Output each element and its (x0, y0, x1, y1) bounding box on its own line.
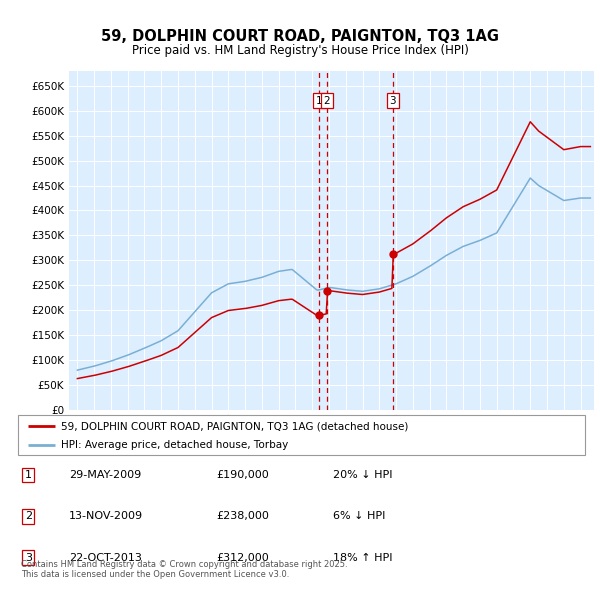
Text: 6% ↓ HPI: 6% ↓ HPI (333, 512, 385, 521)
Text: 20% ↓ HPI: 20% ↓ HPI (333, 470, 392, 480)
Text: £312,000: £312,000 (216, 553, 269, 562)
Text: 13-NOV-2009: 13-NOV-2009 (69, 512, 143, 521)
Text: 2: 2 (323, 96, 330, 106)
Text: 59, DOLPHIN COURT ROAD, PAIGNTON, TQ3 1AG (detached house): 59, DOLPHIN COURT ROAD, PAIGNTON, TQ3 1A… (61, 421, 408, 431)
Text: 3: 3 (25, 553, 32, 562)
Text: £190,000: £190,000 (216, 470, 269, 480)
Text: Price paid vs. HM Land Registry's House Price Index (HPI): Price paid vs. HM Land Registry's House … (131, 44, 469, 57)
Text: 59, DOLPHIN COURT ROAD, PAIGNTON, TQ3 1AG: 59, DOLPHIN COURT ROAD, PAIGNTON, TQ3 1A… (101, 29, 499, 44)
Text: 1: 1 (316, 96, 322, 106)
Text: HPI: Average price, detached house, Torbay: HPI: Average price, detached house, Torb… (61, 440, 288, 450)
Text: £238,000: £238,000 (216, 512, 269, 521)
Text: 2: 2 (25, 512, 32, 521)
Text: 29-MAY-2009: 29-MAY-2009 (69, 470, 141, 480)
Text: 22-OCT-2013: 22-OCT-2013 (69, 553, 142, 562)
Text: Contains HM Land Registry data © Crown copyright and database right 2025.
This d: Contains HM Land Registry data © Crown c… (21, 560, 347, 579)
FancyBboxPatch shape (18, 415, 585, 455)
Text: 3: 3 (389, 96, 396, 106)
Text: 1: 1 (25, 470, 32, 480)
Text: 18% ↑ HPI: 18% ↑ HPI (333, 553, 392, 562)
